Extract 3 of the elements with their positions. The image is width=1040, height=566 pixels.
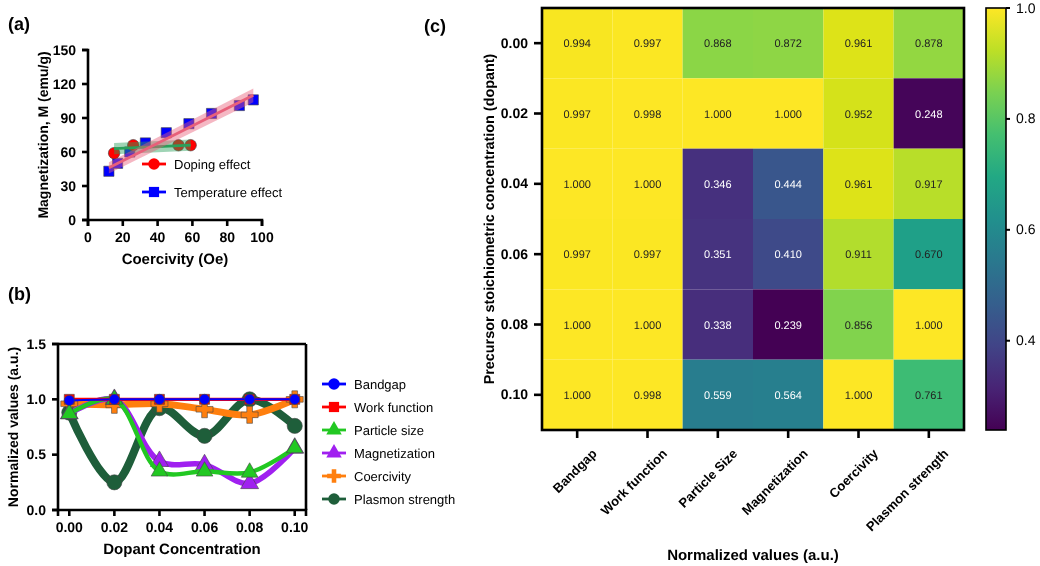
chart-title: (a) xyxy=(8,14,30,34)
chart-title: (c) xyxy=(424,16,446,36)
chart-title: (b) xyxy=(8,284,31,304)
